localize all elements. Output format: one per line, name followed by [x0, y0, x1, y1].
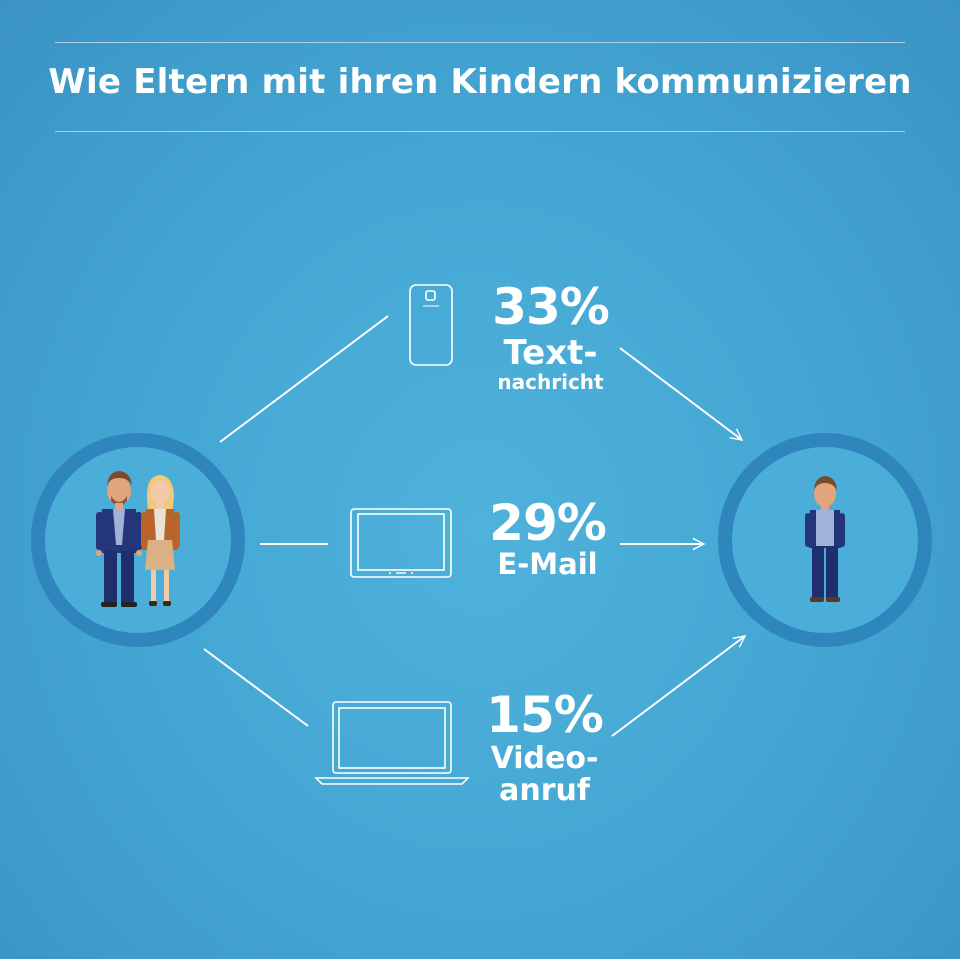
- stat-video-call-label-line2: anruf: [499, 773, 590, 808]
- stat-email-label: E-Mail: [497, 547, 598, 581]
- line-parents-to-laptop: [203, 648, 309, 727]
- father-figure: [96, 471, 142, 607]
- stat-email-percent: 29%: [489, 494, 607, 552]
- line-parents-to-smartphone: [219, 315, 389, 443]
- page-title: Wie Eltern mit ihren Kindern kommunizier…: [48, 62, 912, 102]
- laptop-icon: [314, 701, 470, 785]
- title-rule-bottom: [55, 131, 905, 132]
- mother-figure: [141, 475, 180, 606]
- smartphone-icon: [409, 284, 453, 366]
- arrow-text-to-child: [619, 347, 742, 440]
- stat-video-call: 15% Video- anruf: [472, 690, 617, 806]
- arrow-video-to-child: [611, 636, 745, 737]
- stat-video-call-percent: 15%: [486, 686, 604, 744]
- stat-email: 29% E-Mail: [475, 498, 620, 579]
- stat-text-message-label-line1: Text-: [503, 333, 598, 373]
- stat-text-message: 33% Text- nachricht: [478, 282, 623, 392]
- stat-text-message-percent: 33%: [492, 278, 610, 336]
- parents-icon: [96, 471, 180, 607]
- stat-text-message-label-line2: nachricht: [497, 370, 604, 394]
- title-rule-top: [55, 42, 905, 43]
- child-icon: [805, 476, 845, 602]
- stat-video-call-label-line1: Video-: [490, 741, 599, 776]
- tablet-icon: [350, 508, 452, 578]
